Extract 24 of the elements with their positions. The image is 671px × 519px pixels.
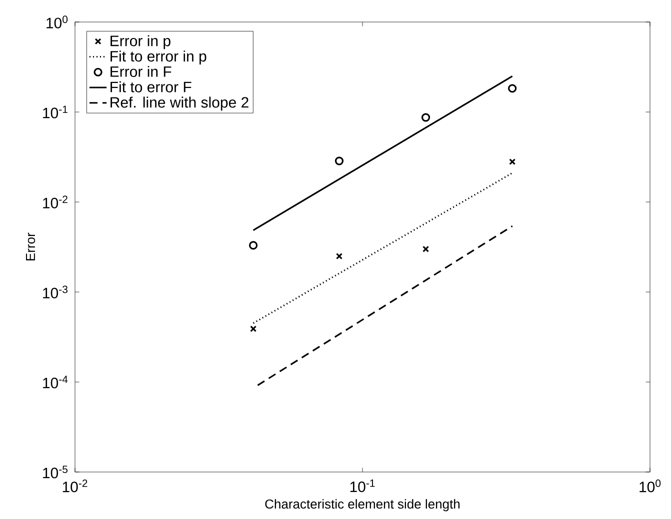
legend-label: Fit to error in p bbox=[110, 50, 206, 65]
legend-label: Error in F bbox=[110, 66, 172, 77]
y-tick-label: 10$^{-2}$ bbox=[43, 196, 68, 208]
y-axis-title: Error bbox=[26, 232, 36, 260]
point bbox=[336, 252, 343, 260]
legend-label: Error in p bbox=[110, 35, 170, 50]
y-tick-label: 10$^{0}$ bbox=[46, 16, 68, 28]
point bbox=[509, 158, 516, 166]
y-tick-label: 10$^{-4}$ bbox=[43, 376, 68, 388]
x-tick-label: 10$^{-2}$ bbox=[62, 480, 88, 492]
point bbox=[508, 84, 517, 93]
x-axis-title: Characteristic element side length bbox=[265, 499, 460, 512]
x-tick-label: 10$^{0}$ bbox=[640, 480, 661, 492]
point bbox=[248, 241, 258, 250]
y-tick-label: 10$^{-3}$ bbox=[43, 286, 68, 298]
y-tick-label: 10$^{-1}$ bbox=[43, 106, 68, 118]
point bbox=[422, 246, 430, 252]
legend-label: Fit to error F bbox=[110, 81, 192, 92]
point bbox=[421, 113, 430, 122]
point bbox=[250, 326, 257, 332]
legend-label: Ref. line with slope 2 bbox=[110, 96, 248, 111]
y-tick-label: 10$^{-5}$ bbox=[43, 466, 68, 478]
point bbox=[334, 156, 344, 166]
x-tick-label: 10$^{-1}$ bbox=[350, 480, 375, 492]
